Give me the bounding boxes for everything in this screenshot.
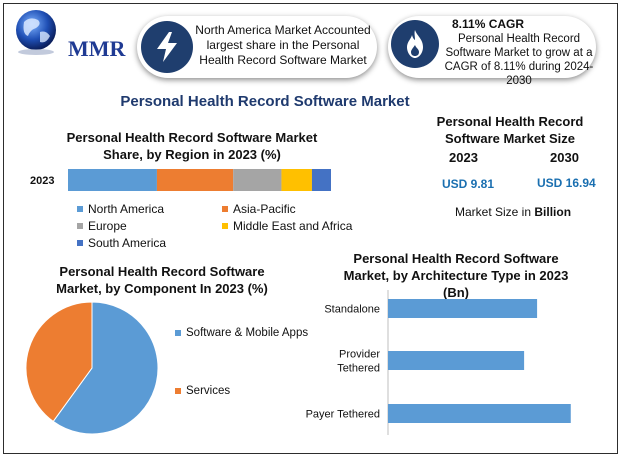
globe-icon — [16, 10, 56, 55]
architecture-bar-payer-tethered — [388, 404, 571, 423]
component-legend-item-software-mobile-apps: Software & Mobile Apps — [175, 327, 308, 339]
page-title: Personal Health Record Software Market — [120, 93, 410, 110]
component-chart-title: Personal Health Record Software Market, … — [56, 264, 268, 296]
legend-label: Asia-Pacific — [233, 202, 296, 216]
region-legend-item-south-america: South America — [77, 236, 166, 250]
legend-swatch — [222, 223, 228, 229]
market-size-year-2030: 2030 — [550, 150, 579, 165]
legend-swatch — [77, 206, 83, 212]
info-card-cagr-text: Personal Health Record Software Market t… — [444, 33, 594, 87]
region-legend-item-north-america: North America — [77, 202, 164, 216]
lightning-icon-badge — [141, 21, 193, 73]
architecture-category-label: Provider Tethered — [337, 349, 380, 375]
architecture-bar-chart: Standalone Provider Tethered Payer Tethered — [306, 290, 571, 435]
region-legend-item-middle-east-and-africa: Middle East and Africa — [222, 219, 352, 233]
region-bar-europe — [233, 169, 282, 191]
architecture-chart-title: Personal Health Record Software Market, … — [343, 251, 569, 300]
component-pie-chart — [25, 301, 159, 435]
market-size-value-2023: USD 9.81 — [442, 177, 495, 191]
lightning-bolt-icon — [157, 32, 177, 62]
legend-swatch — [77, 223, 83, 229]
legend-swatch — [175, 330, 181, 336]
region-category-label: 2023 — [30, 175, 54, 187]
legend-label: Middle East and Africa — [233, 219, 353, 233]
legend-label: South America — [88, 236, 167, 250]
market-size-unit-bold: Billion — [534, 205, 572, 219]
component-legend-item-services: Services — [175, 385, 230, 397]
market-size-value-2030: USD 16.94 — [537, 176, 596, 190]
legend-label: Europe — [88, 219, 127, 233]
legend-label: Services — [186, 385, 231, 397]
architecture-bar-standalone — [388, 299, 538, 318]
legend-label: North America — [88, 202, 165, 216]
logo-text: MMR — [68, 36, 126, 61]
region-chart: 2023 — [30, 169, 331, 191]
region-chart-title: Personal Health Record Software Market S… — [66, 130, 318, 162]
architecture-category-label: Payer Tethered — [306, 409, 380, 421]
market-size-year-2023: 2023 — [449, 150, 478, 165]
mmr-logo: MMR — [8, 6, 126, 61]
region-bar-asia-pacific — [156, 169, 234, 191]
pie-slice-software-mobile-apps — [52, 301, 159, 435]
architecture-bar-provider-tethered — [388, 351, 525, 370]
region-bar-middle-east-and-africa — [281, 169, 312, 191]
pie-slice-services — [25, 301, 93, 423]
flame-icon — [407, 30, 423, 58]
market-size-unit: Market Size in Billion — [455, 205, 571, 219]
info-card-north-america-text: North America Market Accounted largest s… — [195, 23, 371, 67]
legend-swatch — [77, 240, 83, 246]
legend-label: Software & Mobile Apps — [186, 327, 309, 339]
architecture-category-label: Standalone — [324, 304, 380, 316]
legend-swatch — [175, 388, 181, 394]
region-bar-south-america — [311, 169, 331, 191]
cagr-heading: 8.11% CAGR — [452, 17, 525, 31]
region-bar-north-america — [68, 169, 157, 191]
legend-swatch — [222, 206, 228, 212]
region-legend-item-asia-pacific: Asia-Pacific — [222, 202, 296, 216]
region-legend-item-europe: Europe — [77, 219, 127, 233]
market-size-title: Personal Health Record Software Market S… — [436, 114, 584, 146]
market-size-unit-label: Market Size in — [455, 205, 535, 219]
flame-icon-badge — [391, 20, 439, 68]
